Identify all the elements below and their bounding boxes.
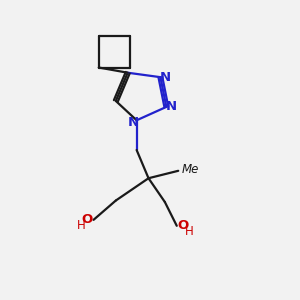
Text: N: N	[128, 116, 139, 129]
Text: N: N	[160, 71, 171, 84]
Text: Me: Me	[182, 163, 199, 176]
Text: H: H	[77, 219, 85, 232]
Text: O: O	[177, 219, 189, 232]
Text: H: H	[185, 225, 194, 238]
Text: O: O	[82, 213, 93, 226]
Text: N: N	[166, 100, 177, 113]
